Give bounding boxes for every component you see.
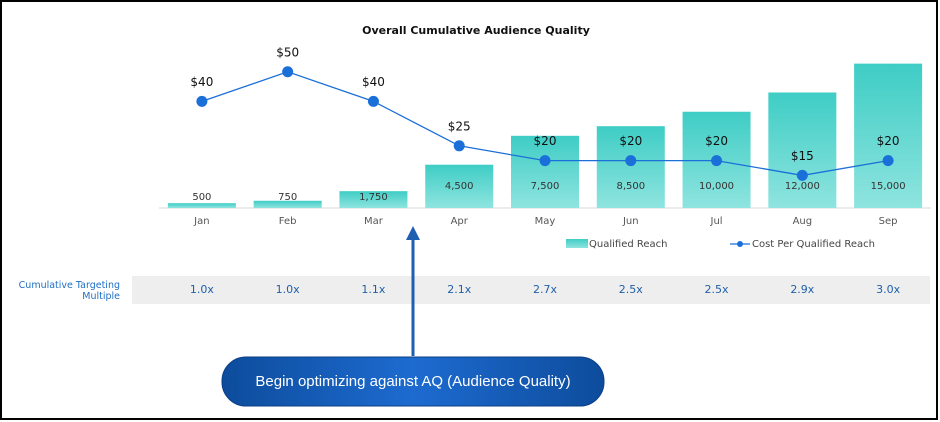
bar [768, 92, 837, 208]
table-value: 1.0x [190, 283, 214, 296]
line-point [711, 155, 723, 167]
x-tick-label: Apr [451, 216, 469, 227]
x-tick-label: Jun [622, 216, 639, 227]
bar [511, 135, 579, 208]
bar-value-label: 15,000 [871, 181, 906, 192]
x-tick-label: Aug [793, 216, 813, 227]
line-point [196, 95, 208, 107]
line-point [882, 155, 894, 167]
bar-value-label: 10,000 [699, 181, 734, 192]
bar-value-label: 750 [278, 192, 297, 203]
table-value: 2.7x [533, 283, 557, 296]
x-tick-label: Jan [193, 216, 209, 227]
bar [854, 63, 923, 208]
chart-title: Overall Cumulative Audience Quality [362, 24, 590, 37]
point-value-label: $20 [619, 134, 642, 148]
x-tick-label: May [535, 216, 556, 227]
annotation: Begin optimizing against AQ (Audience Qu… [255, 373, 570, 390]
arrow-head [406, 226, 420, 240]
table-value: 2.5x [619, 283, 643, 296]
x-tick-label: Sep [879, 216, 898, 227]
table-value: 2.1x [447, 283, 471, 296]
bar [339, 191, 408, 208]
point-value-label: $40 [362, 75, 385, 89]
line-point [625, 155, 637, 167]
line-point [453, 140, 465, 152]
bar [596, 126, 665, 208]
point-value-label: $50 [276, 45, 299, 59]
legend-swatch [566, 239, 588, 248]
x-tick-label: Jul [710, 216, 723, 227]
table-value: 3.0x [876, 283, 900, 296]
bar [425, 164, 494, 208]
table-value: 1.1x [361, 283, 385, 296]
bar-value-label: 8,500 [616, 181, 645, 192]
table-value: 1.0x [276, 283, 300, 296]
table-band [132, 276, 930, 304]
bar-value-label: 500 [192, 192, 211, 203]
bar-value-label: 12,000 [785, 181, 820, 192]
point-value-label: $40 [190, 75, 213, 89]
legend-marker [737, 241, 743, 247]
bar-value-label: 4,500 [445, 181, 474, 192]
point-value-label: $15 [791, 149, 814, 163]
line-point [282, 66, 294, 78]
table-value: 2.9x [790, 283, 814, 296]
point-value-label: $25 [448, 119, 471, 133]
legend-label: Qualified Reach [589, 239, 668, 250]
bar-value-label: 7,500 [531, 181, 560, 192]
point-value-label: $20 [877, 134, 900, 148]
line-point [796, 169, 808, 181]
bar [167, 203, 236, 208]
table-label: Cumulative Targeting Multiple [19, 280, 120, 302]
table-value: 2.5x [705, 283, 729, 296]
line-point [539, 155, 551, 167]
annotation-pill [221, 356, 605, 407]
bar-value-label: 1,750 [359, 192, 388, 203]
x-tick-label: Mar [364, 216, 384, 227]
point-value-label: $20 [705, 134, 728, 148]
line-point [367, 95, 379, 107]
x-tick-label: Feb [279, 216, 297, 227]
legend-label: Cost Per Qualified Reach [752, 239, 875, 250]
point-value-label: $20 [534, 134, 557, 148]
bar [253, 200, 322, 208]
